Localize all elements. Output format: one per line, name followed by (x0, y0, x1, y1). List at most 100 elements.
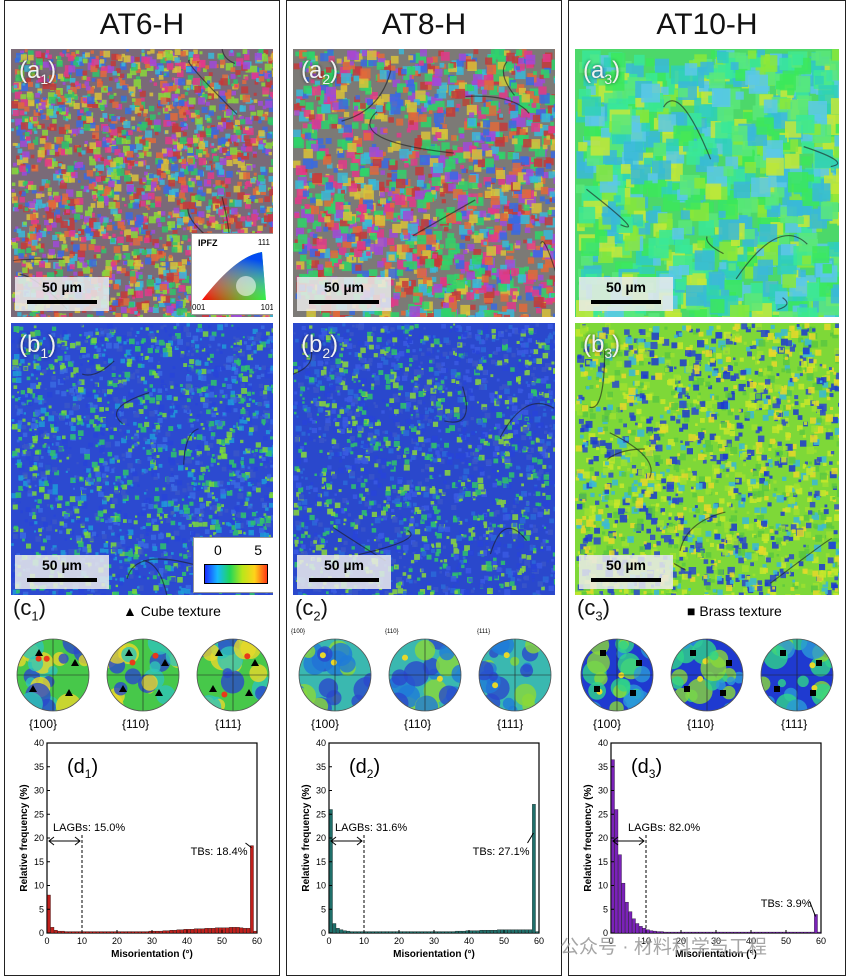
histogram-bar (201, 928, 205, 934)
histogram-bar (632, 918, 636, 934)
histogram-bar (117, 931, 121, 934)
ipf-map-panel: (a1) 50 µm IPFZ 111 001 101 (11, 49, 273, 317)
x-tick-label: 50 (781, 936, 791, 946)
x-tick-label: 60 (816, 936, 826, 946)
pf-small-111: {111} (477, 629, 491, 635)
pole-figure-2 (196, 638, 270, 712)
lagb-annotation: LAGBs: 31.6% (335, 822, 407, 834)
histogram-bar (246, 928, 251, 934)
pole-figure-1 (670, 638, 744, 712)
histogram-bar (406, 931, 410, 934)
y-tick-label: 40 (598, 738, 608, 748)
kam-map-panel: (b2) 50 µm (293, 323, 555, 595)
kam-map-image (293, 323, 555, 595)
y-tick-label: 10 (316, 881, 326, 891)
lagb-annotation: LAGBs: 82.0% (628, 822, 700, 834)
x-tick-label: 30 (711, 936, 721, 946)
histogram-bar (138, 931, 142, 934)
histogram-bar (754, 931, 759, 934)
panel-label: (d3) (631, 756, 662, 781)
panel-label: (d2) (349, 756, 380, 781)
lagb-annotation: LAGBs: 15.0% (53, 822, 125, 834)
column-title: AT6-H (99, 8, 185, 41)
watermark: 公众号 · 材料科学与工程 (560, 937, 767, 958)
pf-label-100: {100} (593, 717, 622, 731)
ipf-map-panel: (a2) 50 µm (293, 49, 555, 317)
histogram-bar (250, 845, 254, 934)
pole-figure-2 (760, 638, 834, 712)
scale-bar: 50 µm (297, 555, 391, 589)
histogram-bar (364, 931, 368, 934)
histogram-bar (162, 930, 167, 934)
scale-bar: 50 µm (579, 277, 673, 311)
histogram-bar (796, 931, 801, 934)
histogram-bar (709, 931, 713, 934)
histogram-bar (765, 931, 769, 934)
pole-figure-1 (388, 638, 462, 712)
y-tick-label: 30 (316, 786, 326, 796)
histogram-bar (155, 930, 160, 934)
y-tick-label: 30 (598, 786, 608, 796)
histogram-bar (437, 931, 442, 934)
pf-label-111: {111} (497, 717, 524, 731)
kam-legend: 0 5 (193, 537, 273, 593)
histogram-bar (740, 931, 745, 934)
y-tick-label: 35 (598, 762, 608, 772)
histogram-bar (106, 931, 111, 934)
pf-small-100: {100} (291, 629, 306, 635)
histogram-bar (420, 931, 424, 934)
histogram: 0 5 10 15 20 25 30 35 40 0 10 20 30 40 50 60 Misorientat… (19, 738, 262, 960)
histogram-bar (159, 930, 163, 934)
x-tick-label: 50 (217, 936, 227, 946)
histogram-bar (371, 931, 375, 934)
histogram-bar (385, 931, 389, 934)
histogram-bar (416, 931, 421, 934)
histogram-bar (744, 931, 748, 934)
ipf-legend-001: 001 (192, 303, 206, 312)
histogram-bar (229, 927, 233, 934)
histogram-bar (511, 929, 515, 934)
histogram-bar (194, 928, 198, 934)
histogram-bar (57, 930, 62, 934)
x-tick-label: 30 (429, 936, 439, 946)
pf-label-100: {100} (29, 717, 58, 731)
histogram-bar (649, 930, 654, 934)
histogram-bar (374, 931, 379, 934)
histogram-bar (786, 931, 790, 934)
histogram-bar (670, 931, 675, 934)
histogram-bar (737, 931, 741, 934)
ipf-legend-title: IPFZ (198, 238, 218, 248)
histogram-bar (71, 931, 76, 934)
histogram-bar (166, 930, 170, 934)
x-tick-label: 60 (534, 936, 544, 946)
histogram-bar (698, 931, 703, 934)
x-axis-label: Misorientation (°) (393, 949, 475, 960)
pole-figure-0 (298, 638, 372, 712)
column-at10h: AT10-H (a3) 50 µm (b3) 50 µm (c3) ■ Bras… (568, 0, 846, 976)
lagb-arrow (330, 836, 363, 846)
histogram-bar (472, 930, 477, 934)
histogram-bar (448, 931, 452, 934)
histogram-bar (329, 809, 333, 934)
pf-label-111: {111} (781, 717, 808, 731)
column-at8h: AT8-H (a2) 50 µm (b2) 50 µm (c2) {100} {… (286, 0, 562, 976)
histogram-bar (663, 931, 668, 934)
histogram-bar (131, 931, 135, 934)
column-title: AT10-H (656, 8, 758, 41)
panel-label: (c2) (295, 595, 328, 624)
histogram-bar (719, 931, 724, 934)
ipf-map-image (293, 49, 555, 317)
pole-figure-2 (478, 638, 552, 712)
column-at6h: AT6-H (a1) 50 µm IPFZ 111 001 101 (b1) 5… (4, 0, 280, 976)
ipf-map-panel: (a3) 50 µm (575, 49, 839, 317)
histogram-bar (85, 931, 90, 934)
histogram-bar (758, 931, 762, 934)
panel-label: (b3) (583, 331, 621, 361)
ipf-map-image (11, 49, 273, 317)
histogram-bar (232, 927, 237, 934)
y-tick-label: 40 (34, 738, 44, 748)
histogram-bar (61, 930, 65, 934)
histogram-bar (458, 930, 463, 934)
histogram-bar (176, 929, 181, 934)
scale-bar: 50 µm (15, 277, 109, 311)
